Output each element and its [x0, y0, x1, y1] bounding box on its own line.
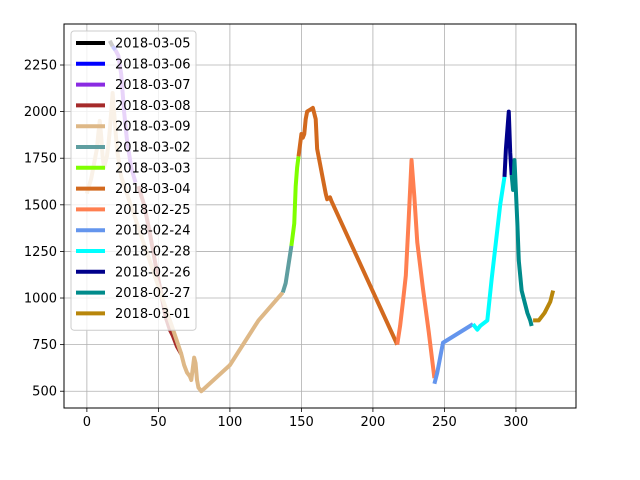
- legend-label: 2018-03-08: [115, 99, 191, 114]
- y-axis: 500 750 1000 1250 1500 1750 2000 2250: [24, 59, 64, 400]
- legend-label: 2018-02-24: [115, 224, 191, 239]
- series-line-2018-03-04: [296, 105, 400, 346]
- legend-label: 2018-03-04: [115, 182, 191, 197]
- legend-label: 2018-03-09: [115, 120, 191, 135]
- y-tick-label: 1000: [24, 292, 57, 307]
- series-line-2018-02-25: [395, 158, 437, 379]
- legend-label: 2018-02-27: [115, 286, 191, 301]
- x-tick-label: 150: [289, 415, 314, 430]
- legend-label: 2018-02-26: [115, 265, 191, 280]
- plot-area-frame: [63, 23, 577, 409]
- legend-label: 2018-03-01: [115, 307, 191, 322]
- y-tick-label: 1500: [24, 198, 57, 213]
- series-line-2018-02-26: [502, 109, 514, 177]
- legend-label: 2018-03-03: [115, 161, 191, 176]
- series-line-2018-02-27: [509, 158, 534, 327]
- y-tick-label: 2250: [24, 59, 57, 74]
- y-tick-label: 500: [32, 385, 57, 400]
- series-line-2018-03-02: [280, 245, 294, 294]
- legend-label: 2018-03-06: [115, 57, 191, 72]
- x-tick-label: 300: [504, 415, 529, 430]
- x-tick-label: 200: [361, 415, 386, 430]
- legend-label: 2018-03-05: [115, 37, 191, 52]
- y-tick-label: 1750: [24, 152, 57, 167]
- legend-label: 2018-02-25: [115, 203, 191, 218]
- legend: 2018-03-05 2018-03-06 2018-03-07 2018-03-08…: [70, 30, 197, 331]
- y-tick-label: 2000: [24, 105, 57, 120]
- series-line-2018-03-03: [289, 156, 301, 247]
- y-tick-label: 1250: [24, 245, 57, 260]
- legend-label: 2018-03-02: [115, 141, 191, 156]
- x-tick-label: 50: [150, 415, 167, 430]
- y-tick-label: 750: [32, 338, 57, 353]
- x-tick-label: 100: [217, 415, 242, 430]
- x-tick-label: 250: [432, 415, 457, 430]
- x-tick-label: 0: [83, 415, 91, 430]
- legend-label: 2018-02-28: [115, 245, 191, 260]
- x-axis: 0 50 100 150 200 250 300: [83, 408, 529, 430]
- legend-label: 2018-03-07: [115, 78, 191, 93]
- series-line-2018-03-01: [533, 290, 556, 323]
- series-line-2018-02-28: [471, 176, 507, 332]
- series-line-2018-02-24: [432, 322, 475, 385]
